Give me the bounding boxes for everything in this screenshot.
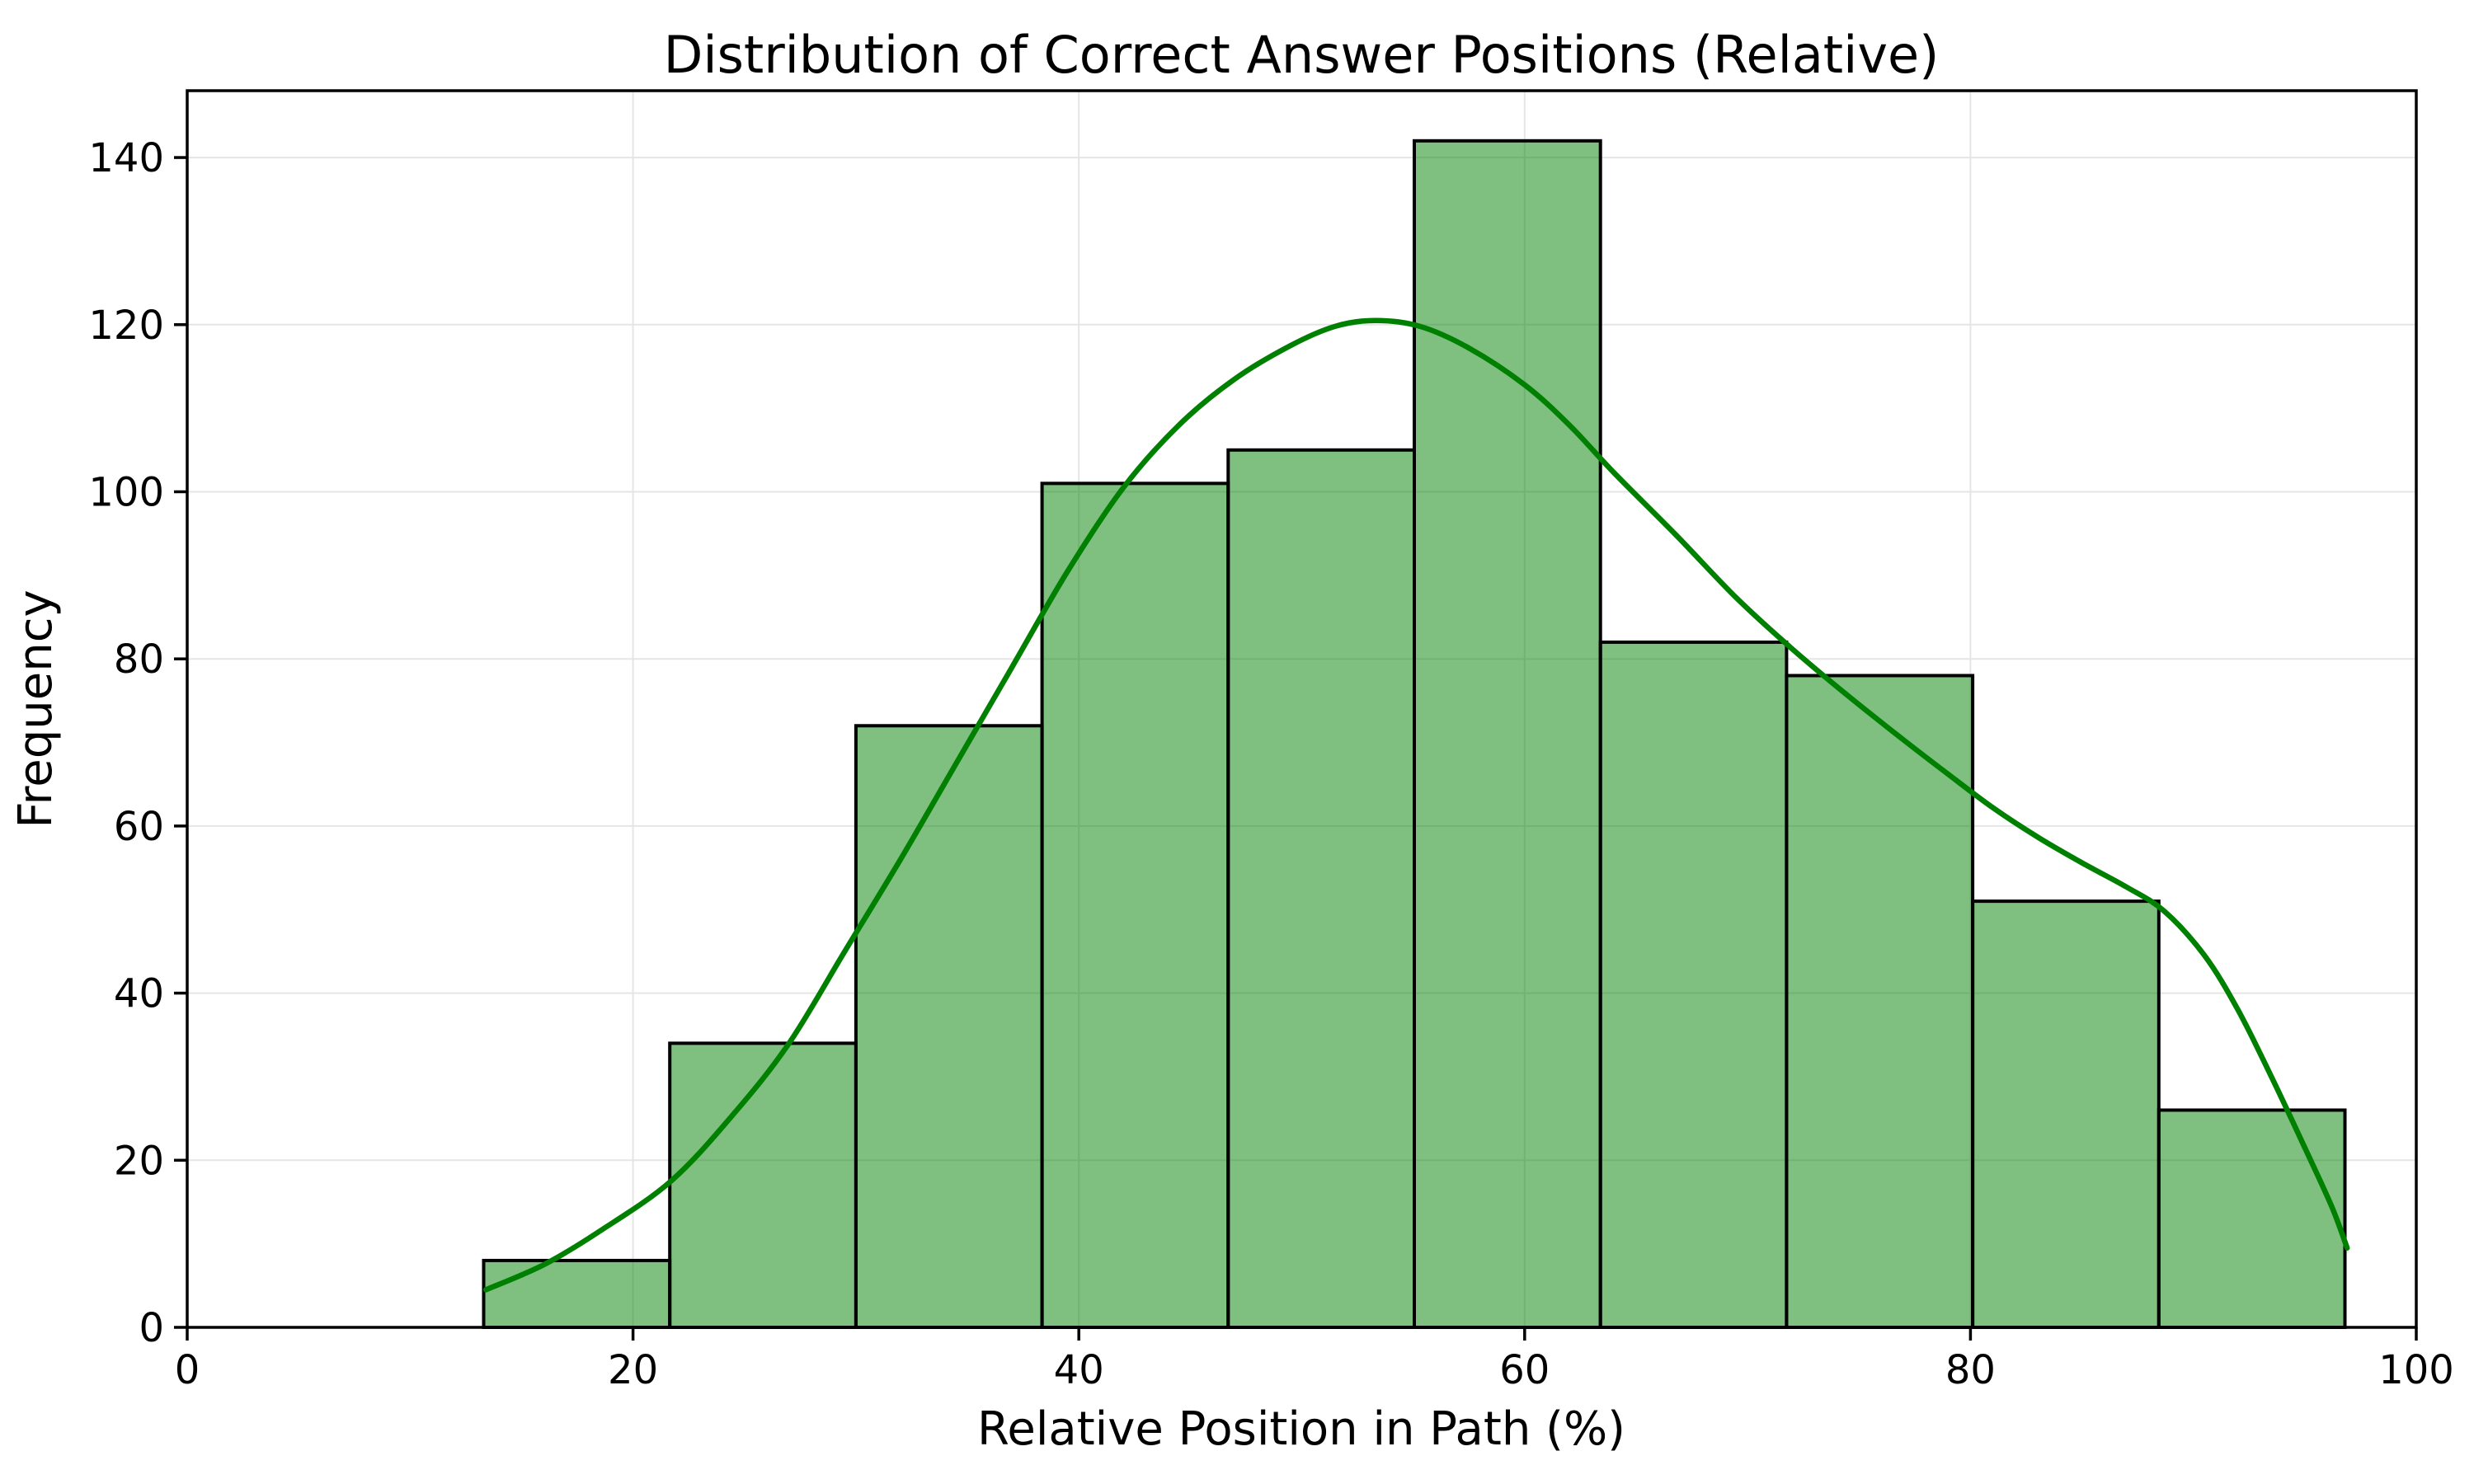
histogram-bars <box>482 139 2347 1330</box>
histogram-bar <box>854 724 1044 1329</box>
x-tick-label: 60 <box>1499 1347 1550 1393</box>
y-tick-label: 60 <box>114 804 164 850</box>
y-tick-label: 100 <box>88 469 164 515</box>
histogram-bar <box>1040 481 1230 1329</box>
histogram-bar <box>2157 1108 2347 1329</box>
histogram-bar <box>1971 899 2161 1330</box>
axes-layer <box>174 89 2418 1341</box>
y-tick-label: 120 <box>88 303 164 349</box>
histogram-bar <box>482 1258 672 1330</box>
histogram-bar <box>1598 640 1789 1329</box>
y-tick-label: 40 <box>114 971 164 1017</box>
x-tick-label: 100 <box>2378 1347 2454 1393</box>
histogram-bar <box>1226 448 1417 1329</box>
histogram-bar <box>1413 139 1602 1330</box>
histogram-bar <box>1785 674 1975 1329</box>
x-tick-label: 80 <box>1945 1347 1996 1393</box>
y-axis-label: Frequency <box>9 589 63 828</box>
x-tick-label: 0 <box>175 1347 200 1393</box>
tick-label-layer: 0 20 40 60 80 100 0 20 40 60 80 100 120 140 <box>88 135 2453 1393</box>
chart-title: Distribution of Correct Answer Positions… <box>664 25 1940 85</box>
plot-spines <box>186 89 2418 1329</box>
kde-curve-layer <box>482 317 2350 1293</box>
x-tick-label: 40 <box>1054 1347 1104 1393</box>
y-tick-label: 140 <box>88 135 164 181</box>
y-tick-label: 80 <box>114 636 164 683</box>
x-tick-label: 20 <box>608 1347 658 1393</box>
y-tick-label: 0 <box>139 1305 164 1351</box>
histogram-bar <box>668 1041 858 1329</box>
x-axis-label: Relative Position in Path (%) <box>977 1402 1625 1456</box>
y-tick-label: 20 <box>114 1138 164 1184</box>
kde-curve <box>482 317 2350 1293</box>
